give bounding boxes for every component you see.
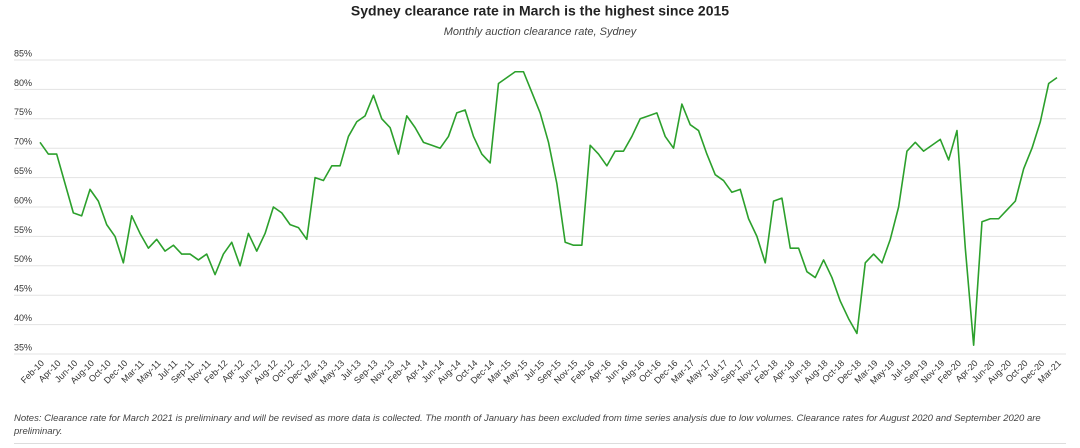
y-tick-label: 70% [14, 137, 32, 147]
chart-subtitle: Monthly auction clearance rate, Sydney [444, 26, 638, 38]
y-tick-label: 80% [14, 78, 32, 88]
chart-title: Sydney clearance rate in March is the hi… [351, 3, 729, 19]
notes: Notes: Clearance rate for March 2021 is … [14, 413, 1041, 437]
y-tick-label: 35% [14, 342, 32, 352]
y-tick-label: 75% [14, 107, 32, 117]
data-line [39, 70, 1058, 346]
chart: Sydney clearance rate in March is the hi… [14, 3, 1066, 386]
y-tick-label: 45% [14, 284, 32, 294]
y-tick-label: 65% [14, 166, 32, 176]
divider [14, 443, 1066, 444]
y-tick-label: 60% [14, 195, 32, 205]
y-tick-label: 50% [14, 254, 32, 264]
y-tick-label: 85% [14, 48, 32, 58]
y-tick-label: 40% [14, 313, 32, 323]
y-tick-label: 55% [14, 225, 32, 235]
